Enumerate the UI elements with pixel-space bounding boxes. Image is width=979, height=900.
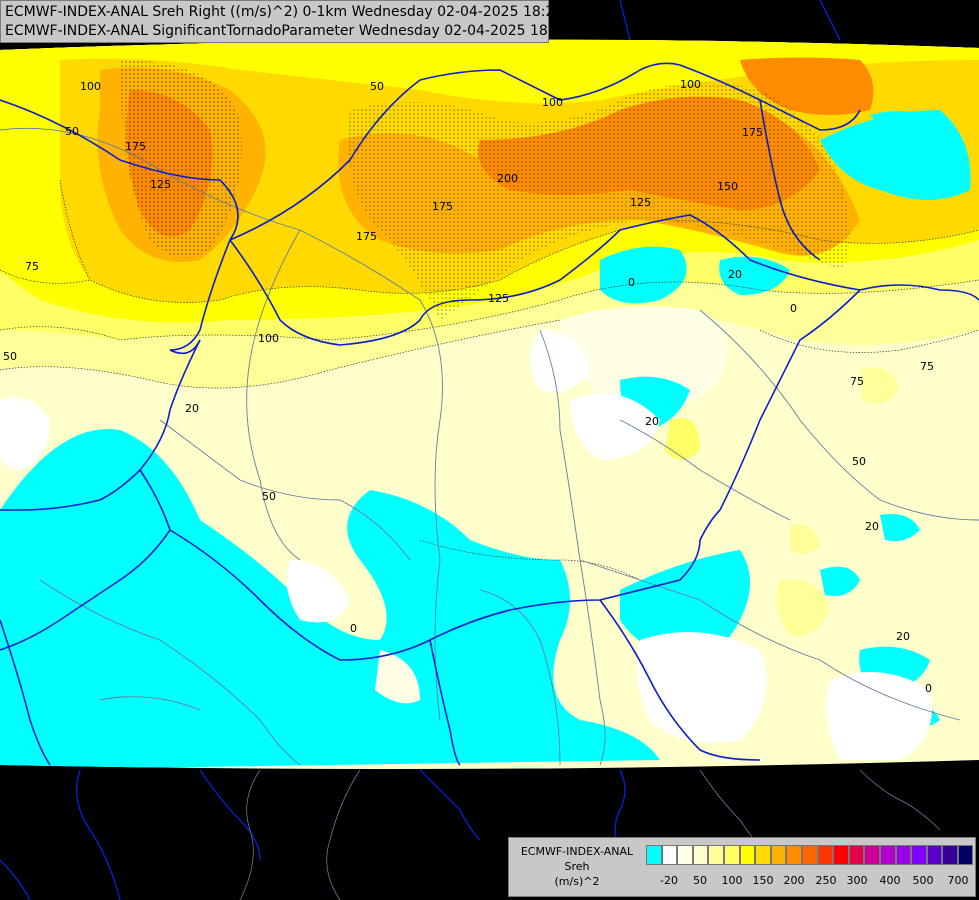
title-line-sreh: ECMWF-INDEX-ANAL Sreh Right ((m/s)^2) 0-… (5, 4, 564, 20)
legend-tick-label: 500 (912, 874, 934, 887)
contour-label: 175 (432, 200, 453, 213)
contour-label: 20 (728, 268, 742, 281)
contour-label: 100 (258, 332, 279, 345)
contour-label: 0 (925, 682, 932, 695)
legend-tick-label: 150 (752, 874, 774, 887)
contour-label: 175 (125, 140, 146, 153)
contour-label: 75 (850, 375, 864, 388)
legend-swatch (677, 845, 693, 865)
contour-label: 100 (680, 78, 701, 91)
contour-label: 125 (488, 292, 509, 305)
legend-swatch (770, 845, 787, 865)
contour-label: 75 (920, 360, 934, 373)
legend-swatch (911, 845, 927, 865)
legend-swatch (942, 845, 958, 865)
contour-label: 50 (852, 455, 866, 468)
legend-swatch (833, 845, 849, 865)
contour-label: 20 (896, 630, 910, 643)
contour-label: 0 (350, 622, 357, 635)
legend-swatches (646, 845, 974, 865)
contour-label: 150 (717, 180, 738, 193)
contour-label: 50 (262, 490, 276, 503)
legend-tick-label: 300 (846, 874, 868, 887)
legend-swatch (661, 845, 678, 865)
legend-tick-label: 250 (815, 874, 837, 887)
outside-borders (0, 0, 841, 900)
contour-label: 20 (865, 520, 879, 533)
rivers (0, 127, 979, 766)
legend-tick-label: -20 (660, 874, 678, 887)
contour-label: 50 (3, 350, 17, 363)
legend-swatch (801, 845, 818, 865)
legend-swatch (817, 845, 834, 865)
legend-swatch (957, 845, 974, 865)
legend-swatch (708, 845, 724, 865)
legend-swatch (646, 845, 662, 865)
contour-label: 125 (630, 196, 651, 209)
contour-label: 125 (150, 178, 171, 191)
contour-label: 20 (645, 415, 659, 428)
legend-param: Sreh (564, 860, 590, 873)
map-title-box: ECMWF-INDEX-ANAL Sreh Right ((m/s)^2) 0-… (0, 0, 571, 43)
contour-label: 20 (185, 402, 199, 415)
legend-tick-label: 700 (947, 874, 969, 887)
contour-label: 50 (370, 80, 384, 93)
legend-title: ECMWF-INDEX-ANAL Sreh (m/s)^2 (512, 844, 642, 889)
contour-label: 0 (790, 302, 797, 315)
contour-label: 200 (497, 172, 518, 185)
color-legend: ECMWF-INDEX-ANAL Sreh (m/s)^2 -20 50 100 15… (508, 837, 976, 897)
legend-swatch (786, 845, 802, 865)
country-borders (0, 62, 979, 766)
contour-label: 100 (80, 80, 101, 93)
legend-tick-label: 400 (879, 874, 901, 887)
title-line-stp: ECMWF-INDEX-ANAL SignificantTornadoParam… (5, 23, 571, 39)
legend-tick-label: 100 (721, 874, 743, 887)
legend-swatch (755, 845, 771, 865)
contour-label: 175 (356, 230, 377, 243)
legend-tick-label: 50 (693, 874, 707, 887)
contour-label: 75 (25, 260, 39, 273)
legend-model: ECMWF-INDEX-ANAL (520, 845, 634, 858)
contour-labels: 100 50 175 125 100 175 175 200 150 125 1… (3, 78, 934, 695)
contour-label: 100 (542, 96, 563, 109)
legend-swatch (926, 845, 943, 865)
legend-tick-label: 200 (783, 874, 805, 887)
contour-label: 175 (742, 126, 763, 139)
contour-label: 0 (628, 276, 635, 289)
legend-ticks: -20 50 100 150 200 250 300 400 500 700 (646, 874, 976, 890)
contour-label: 50 (65, 125, 79, 138)
legend-units: (m/s)^2 (554, 875, 600, 888)
legend-swatch (864, 845, 880, 865)
legend-swatch (895, 845, 912, 865)
legend-swatch (848, 845, 865, 865)
legend-swatch (723, 845, 740, 865)
legend-swatch (879, 845, 896, 865)
legend-swatch (739, 845, 756, 865)
legend-swatch (692, 845, 709, 865)
